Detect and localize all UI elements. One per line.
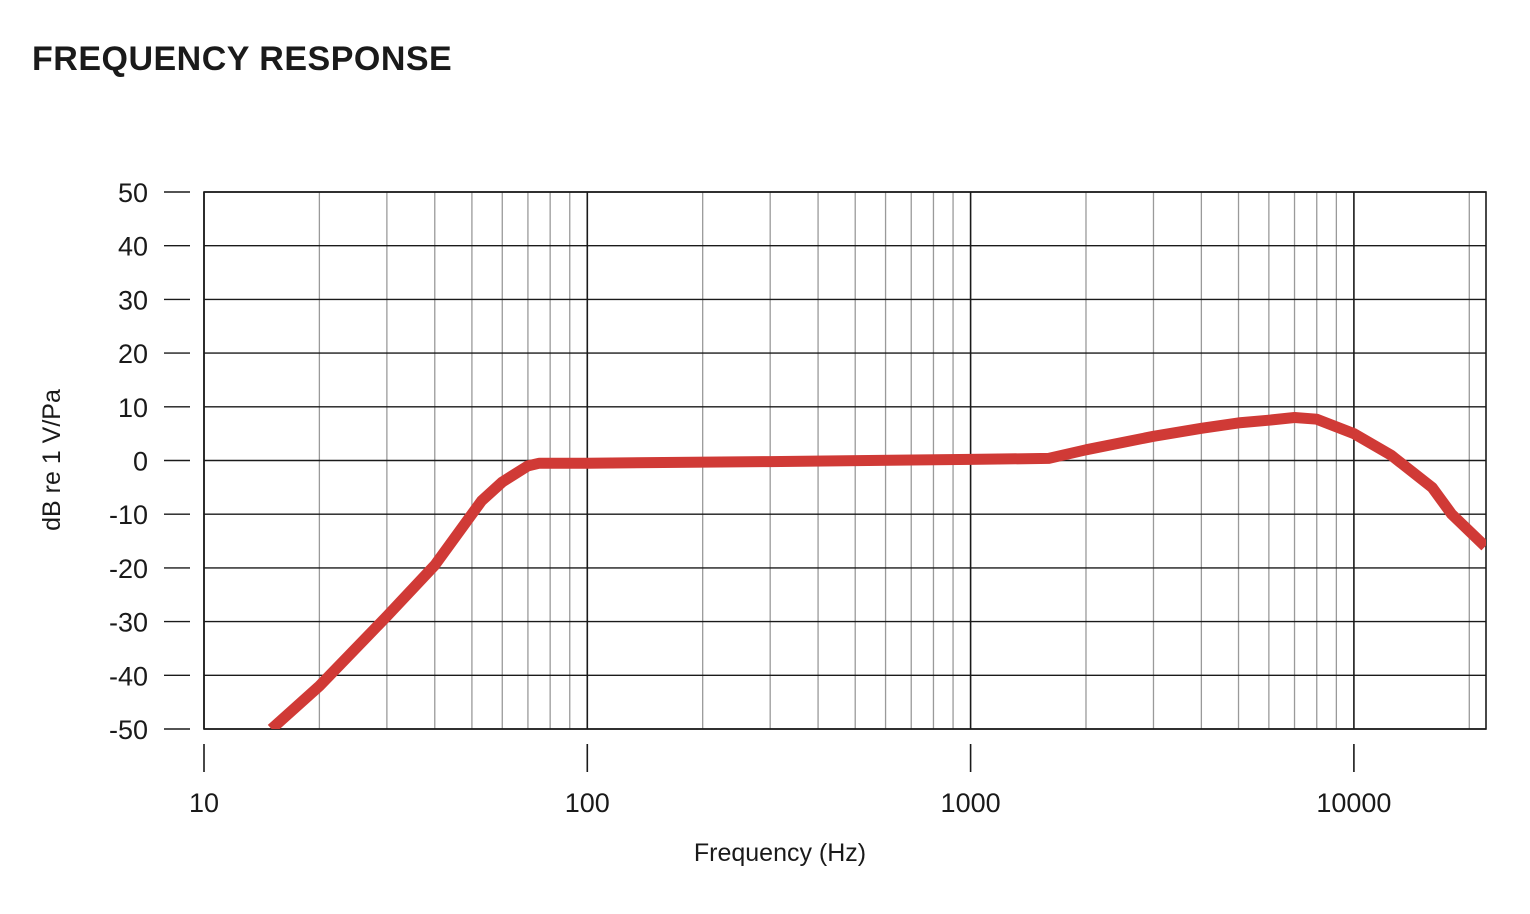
y-tick-label: 0: [133, 447, 148, 477]
chart-title: FREQUENCY RESPONSE: [32, 40, 453, 78]
x-axis: 10 100 1000 10000: [189, 744, 1391, 818]
y-tick-label: 50: [118, 178, 148, 208]
y-tick-label: -50: [109, 715, 148, 745]
y-tick-label: -20: [109, 554, 148, 584]
y-axis: 50 40 30 20 10 0 -10 -20 -30 -40 -50: [109, 178, 190, 745]
x-tick-label: 100: [565, 788, 610, 818]
y-tick-label: 40: [118, 232, 148, 262]
x-tick-label: 1000: [941, 788, 1001, 818]
y-tick-label: -30: [109, 608, 148, 638]
y-tick-label: -40: [109, 661, 148, 691]
y-axis-label: dB re 1 V/Pa: [38, 389, 66, 531]
y-tick-label: 20: [118, 339, 148, 369]
x-axis-label: Frequency (Hz): [694, 839, 866, 867]
x-tick-label: 10000: [1316, 788, 1391, 818]
response-curve: [267, 412, 1486, 729]
y-tick-label: 10: [118, 393, 148, 423]
x-tick-label: 10: [189, 788, 219, 818]
y-tick-label: -10: [109, 500, 148, 530]
y-tick-label: 30: [118, 285, 148, 315]
plot-frame: [203, 191, 1487, 730]
